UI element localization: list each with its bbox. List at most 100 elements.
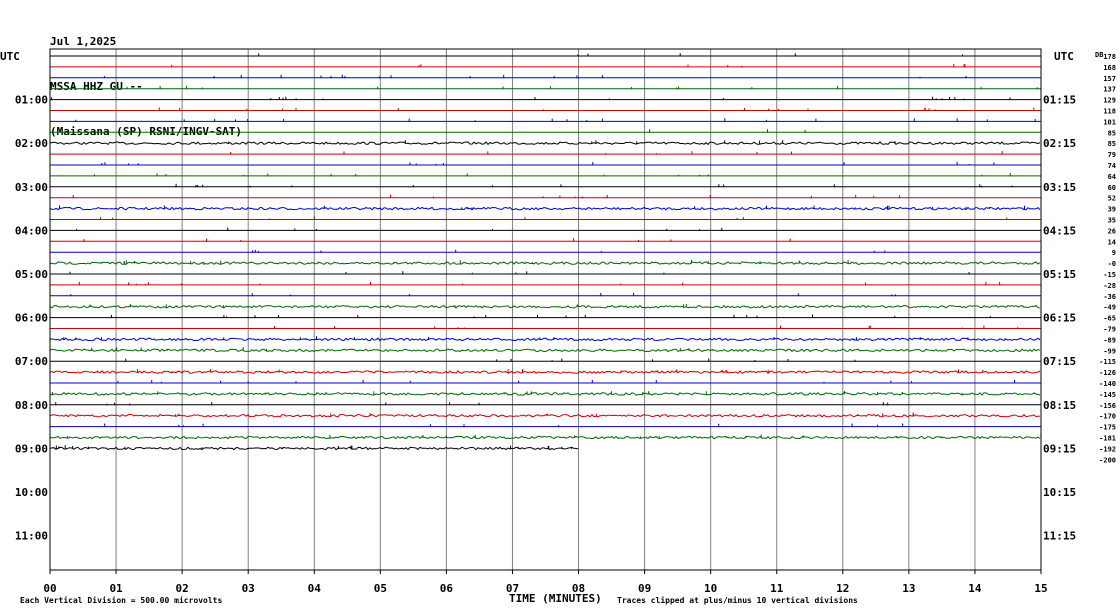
right-scale-value: -126 (1099, 369, 1116, 377)
left-hour-label: 01:00 (15, 94, 48, 107)
trace-line (49, 413, 1041, 418)
right-hour-label: 01:15 (1043, 94, 1076, 107)
right-scale-value: -200 (1099, 456, 1116, 464)
right-hour-label: 10:15 (1043, 486, 1076, 499)
right-hour-label: 05:15 (1043, 268, 1076, 281)
left-hour-label: 11:00 (15, 530, 48, 543)
right-hour-label: 11:15 (1043, 530, 1076, 543)
right-scale-value: 85 (1108, 129, 1116, 137)
right-scale-value: -36 (1103, 293, 1116, 301)
right-hour-label: 08:15 (1043, 399, 1076, 412)
trace-line (49, 261, 1041, 265)
left-hour-label: 04:00 (15, 224, 48, 237)
right-scale-value: -115 (1099, 358, 1116, 366)
hour-labels: 01:00 02:00 03:00 04:00 05:00 06:00 07:00 08:00… (15, 94, 1076, 543)
x-tick-label: 13 (902, 582, 915, 595)
trace-line (49, 392, 1041, 396)
seismic-traces (49, 53, 1042, 451)
x-tick-labels: 00 01 02 03 04 05 06 07 08 09 10 11 12 13 14 15 (43, 570, 1048, 595)
right-scale-value: -170 (1099, 413, 1116, 421)
x-tick-label: 02 (176, 582, 189, 595)
left-hour-label: 06:00 (15, 312, 48, 325)
left-hour-label: 05:00 (15, 268, 48, 281)
trace-line (49, 337, 1041, 342)
x-tick-label: 11 (770, 582, 784, 595)
trace-line (49, 370, 1041, 375)
x-tick-label: 03 (242, 582, 255, 595)
right-scale-value: 129 (1103, 97, 1116, 105)
right-scale-value: 79 (1108, 151, 1116, 159)
x-tick-label: 10 (704, 582, 717, 595)
right-scale-value: 52 (1108, 195, 1116, 203)
right-scale-value: 85 (1108, 140, 1116, 148)
date-label: Jul 1,2025 (50, 35, 117, 48)
x-tick-label: 09 (638, 582, 651, 595)
right-scale-value: -89 (1103, 336, 1116, 344)
x-axis-label: TIME (MINUTES) (509, 592, 602, 605)
trace-line (49, 446, 579, 451)
x-tick-label: 01 (109, 582, 123, 595)
right-hour-label: 02:15 (1043, 137, 1076, 150)
left-hour-label: 09:00 (15, 442, 48, 455)
left-utc-title: UTC (0, 50, 20, 63)
chart-header: Jul 1,2025 MSSA HHZ GU -- (Maissana (SP)… (50, 4, 242, 154)
right-scale-value: -0 (1108, 260, 1116, 268)
right-hour-label: 06:15 (1043, 312, 1076, 325)
right-scale-value: -156 (1099, 402, 1116, 410)
right-hour-label: 09:15 (1043, 442, 1076, 455)
right-scale-value: -145 (1099, 391, 1116, 399)
right-scale-value: 137 (1103, 86, 1116, 94)
right-scale-value: 39 (1108, 206, 1116, 214)
right-scale: 178 168 157 137 129 118 101 85 85 79 74 64 60 52 39 35 2… (1099, 53, 1116, 464)
right-scale-value: 118 (1103, 108, 1116, 116)
left-hour-label: 10:00 (15, 486, 48, 499)
right-scale-value: 178 (1103, 53, 1116, 61)
right-scale-value: 26 (1108, 227, 1116, 235)
right-hour-label: 04:15 (1043, 224, 1076, 237)
right-scale-value: -28 (1103, 282, 1116, 290)
right-scale-title: DB (1095, 51, 1103, 59)
right-scale-value: 35 (1108, 217, 1116, 225)
right-scale-value: 64 (1108, 173, 1116, 181)
right-scale-value: -99 (1103, 347, 1116, 355)
x-tick-label: 04 (308, 582, 322, 595)
right-utc-title: UTC (1054, 50, 1074, 63)
trace-line (49, 435, 1041, 440)
trace-line (49, 141, 1041, 146)
left-hour-label: 07:00 (15, 355, 48, 368)
footer-left-note: Each Vertical Division = 500.00 microvol… (20, 595, 222, 605)
plot-frame (49, 48, 1042, 571)
right-scale-value: -79 (1103, 326, 1116, 334)
x-tick-label: 12 (836, 582, 849, 595)
x-tick-label: 14 (968, 582, 982, 595)
x-tick-label: 05 (374, 582, 387, 595)
right-scale-value: 9 (1112, 249, 1116, 257)
right-scale-value: -192 (1099, 445, 1116, 453)
station-label: MSSA HHZ GU -- (50, 80, 143, 93)
left-hour-label: 02:00 (15, 137, 48, 150)
minute-grid (115, 49, 976, 570)
right-hour-label: 03:15 (1043, 181, 1076, 194)
right-scale-value: -65 (1103, 315, 1116, 323)
right-scale-value: 14 (1108, 238, 1116, 246)
x-tick-label: 00 (43, 582, 56, 595)
right-scale-value: 168 (1103, 64, 1116, 72)
right-scale-value: 101 (1103, 118, 1116, 126)
left-hour-label: 08:00 (15, 399, 48, 412)
right-scale-value: -15 (1103, 271, 1116, 279)
right-scale-value: -181 (1099, 435, 1116, 443)
left-hour-label: 03:00 (15, 181, 48, 194)
right-scale-value: -49 (1103, 304, 1116, 312)
trace-line (49, 348, 1041, 353)
network-label: (Maissana (SP) RSNI/INGV-SAT) (50, 125, 243, 138)
right-scale-value: -175 (1099, 424, 1116, 432)
right-scale-value: 74 (1108, 162, 1116, 170)
right-hour-label: 07:15 (1043, 355, 1076, 368)
x-tick-label: 08 (572, 582, 585, 595)
trace-line (49, 206, 1041, 211)
x-tick-label: 15 (1034, 582, 1047, 595)
right-scale-value: 157 (1103, 75, 1116, 83)
right-scale-value: -140 (1099, 380, 1116, 388)
trace-line (49, 304, 1041, 309)
